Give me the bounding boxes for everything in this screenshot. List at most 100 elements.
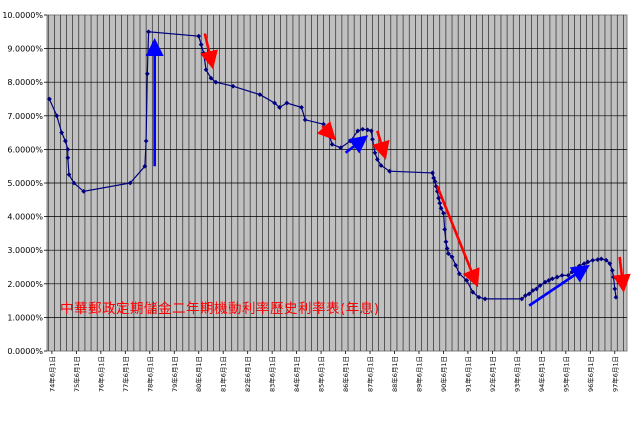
y-tick-label: 8.0000% — [7, 78, 43, 87]
data-point — [438, 205, 444, 211]
data-point — [62, 138, 68, 144]
x-tick-label: 74年6月1日 — [47, 356, 56, 392]
data-point — [338, 145, 344, 151]
data-point — [387, 168, 393, 174]
x-tick-label: 83年6月1日 — [268, 356, 277, 392]
data-point — [81, 189, 87, 194]
data-point — [609, 267, 615, 273]
red-down-arrow — [200, 33, 218, 70]
data-point — [542, 279, 548, 285]
x-tick-label: 85年6月1日 — [317, 356, 326, 392]
x-tick-label: 90年6月1日 — [439, 356, 448, 392]
data-point — [144, 71, 150, 77]
x-tick-label: 87年6月1日 — [366, 356, 375, 392]
data-point — [546, 278, 552, 283]
data-point — [449, 254, 455, 260]
data-point — [523, 293, 528, 298]
x-tick-label: 89年6月1日 — [414, 356, 423, 392]
data-point — [360, 126, 366, 132]
data-point — [47, 96, 52, 102]
data-point — [437, 200, 443, 206]
x-tick-label: 82年6月1日 — [243, 356, 252, 392]
data-point — [534, 286, 539, 292]
data-point — [196, 33, 202, 39]
x-tick-label: 92年6月1日 — [488, 356, 497, 392]
data-point — [329, 141, 335, 147]
data-point — [585, 259, 591, 265]
data-point — [603, 257, 609, 263]
data-point — [54, 113, 60, 119]
data-point — [65, 147, 71, 152]
y-tick-label: 4.0000% — [7, 213, 43, 222]
x-tick-label: 75年6月1日 — [72, 356, 81, 392]
data-point — [453, 262, 459, 268]
data-point — [272, 100, 277, 106]
data-point — [230, 83, 236, 89]
data-point — [530, 288, 536, 293]
data-point — [441, 210, 446, 216]
x-tick-label: 97年6月1日 — [610, 356, 619, 392]
y-tick-label: 10.0000% — [2, 11, 43, 20]
data-point — [142, 163, 148, 169]
x-tick-label: 76年6月1日 — [96, 356, 105, 392]
data-point — [436, 195, 441, 201]
data-point — [549, 276, 555, 282]
data-point — [370, 136, 375, 142]
data-point — [208, 75, 214, 81]
data-point — [213, 79, 219, 85]
data-point — [442, 226, 448, 232]
data-point — [598, 256, 604, 262]
x-tick-label: 84年6月1日 — [292, 356, 301, 392]
x-tick-label: 77年6月1日 — [121, 356, 130, 392]
x-tick-label: 93年6月1日 — [512, 356, 521, 392]
data-point — [365, 127, 370, 133]
data-point — [554, 274, 560, 280]
y-tick-label: 3.0000% — [7, 246, 43, 255]
red-down-arrow — [612, 256, 631, 293]
x-tick-label: 91年6月1日 — [463, 356, 472, 392]
data-point — [146, 29, 151, 35]
data-point — [444, 246, 450, 251]
data-point — [476, 294, 482, 300]
blue-up-arrow — [344, 135, 369, 154]
data-point — [470, 289, 476, 295]
data-point — [613, 294, 619, 300]
y-tick-label: 6.0000% — [7, 145, 43, 154]
data-point — [65, 155, 71, 161]
data-point — [257, 92, 263, 98]
x-tick-label: 88年6月1日 — [390, 356, 399, 392]
y-tick-label: 5.0000% — [7, 179, 43, 188]
series-layer — [47, 29, 619, 302]
x-tick-label: 96年6月1日 — [586, 356, 595, 392]
y-tick-label: 2.0000% — [7, 280, 43, 289]
data-point — [59, 130, 65, 135]
red-down-arrow — [371, 130, 390, 160]
y-tick-label: 7.0000% — [7, 112, 43, 121]
data-point — [378, 163, 384, 168]
data-point — [302, 117, 308, 123]
x-axis-tick-labels: 74年6月1日 75年6月1日 76年6月1日 77年6月1日 78年6月1日 79年6月… — [47, 356, 619, 392]
data-point — [299, 105, 304, 110]
y-axis-tick-labels: 0.0000% 1.0000% 2.0000% 3.0000% 4.0000% 5.000… — [2, 11, 43, 356]
chart-title: 中華郵政定期儲金二年期機動利率歷史利率表(年息) — [60, 300, 380, 317]
x-tick-label: 86年6月1日 — [341, 356, 350, 392]
data-point — [277, 105, 282, 110]
x-tick-label: 79年6月1日 — [170, 356, 179, 392]
data-point — [284, 100, 290, 106]
data-point — [445, 251, 451, 256]
red-down-arrow — [436, 185, 480, 288]
data-point — [595, 257, 601, 263]
data-point — [203, 67, 209, 73]
blue-up-arrow — [528, 264, 590, 307]
x-tick-label: 95年6月1日 — [561, 356, 570, 392]
y-tick-label: 0.0000% — [7, 347, 43, 356]
data-point — [143, 138, 149, 144]
x-tick-label: 81年6月1日 — [219, 356, 228, 392]
x-tick-label: 94年6月1日 — [537, 356, 546, 392]
data-point — [519, 296, 525, 302]
data-point — [590, 257, 596, 263]
x-tick-label: 78年6月1日 — [145, 356, 154, 392]
data-point — [456, 271, 462, 277]
